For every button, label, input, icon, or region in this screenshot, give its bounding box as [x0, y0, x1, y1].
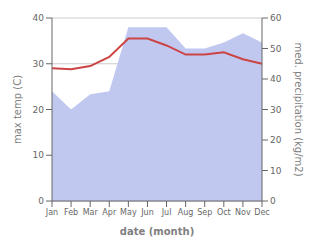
svg-text:Jul: Jul	[161, 208, 172, 217]
svg-text:0: 0	[38, 196, 44, 206]
svg-text:40: 40	[33, 13, 45, 23]
svg-text:Apr: Apr	[102, 208, 117, 217]
svg-text:Feb: Feb	[64, 208, 78, 217]
svg-text:Dec: Dec	[254, 208, 269, 217]
svg-text:20: 20	[33, 105, 45, 115]
svg-text:20: 20	[270, 135, 282, 145]
svg-text:Sep: Sep	[197, 208, 212, 217]
svg-text:med. precipitation (kg/m2): med. precipitation (kg/m2)	[293, 42, 304, 176]
svg-text:30: 30	[33, 59, 45, 69]
svg-text:date (month): date (month)	[120, 226, 194, 237]
svg-text:Jan: Jan	[45, 208, 58, 217]
svg-text:Jun: Jun	[140, 208, 154, 217]
svg-text:max temp (C): max temp (C)	[12, 75, 23, 144]
svg-text:10: 10	[33, 150, 45, 160]
svg-text:40: 40	[270, 74, 282, 84]
svg-text:Oct: Oct	[217, 208, 231, 217]
svg-text:10: 10	[270, 166, 282, 176]
svg-text:0: 0	[270, 196, 276, 206]
svg-text:May: May	[120, 208, 137, 217]
svg-text:Mar: Mar	[83, 208, 99, 217]
svg-text:50: 50	[270, 44, 282, 54]
svg-text:60: 60	[270, 13, 282, 23]
svg-text:Nov: Nov	[235, 208, 251, 217]
svg-text:Aug: Aug	[178, 208, 194, 217]
svg-text:30: 30	[270, 105, 282, 115]
